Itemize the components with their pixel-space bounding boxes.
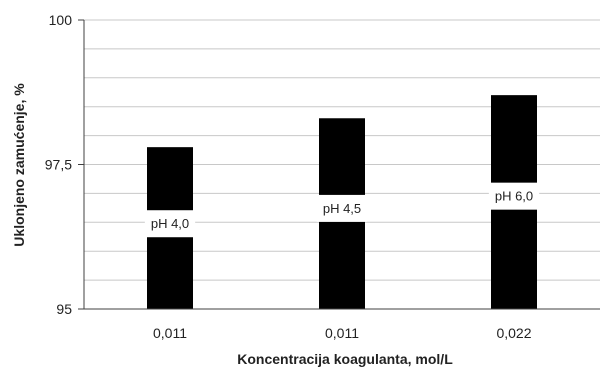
y-tick-label: 95	[56, 301, 72, 317]
x-tick-label: 0,011	[325, 325, 359, 341]
y-tick-label: 100	[49, 12, 73, 28]
data-label-box	[488, 182, 540, 210]
x-tick-label: 0,011	[153, 325, 187, 341]
y-tick-label: 97,5	[45, 157, 72, 173]
axes	[78, 19, 600, 310]
data-label-box	[144, 210, 196, 238]
y-axis-title: Uklonjeno zamućenje, %	[11, 83, 27, 247]
x-tick-labels: 0,011 0,011 0,022	[153, 325, 532, 341]
data-labels: pH 4,0 pH 4,5 pH 6,0	[144, 182, 540, 238]
y-tick-labels: 95 97,5 100	[45, 12, 72, 317]
data-label-box	[316, 194, 368, 222]
x-tick-label: 0,022	[496, 325, 531, 341]
x-axis-title: Koncentracija koagulanta, mol/L	[237, 351, 453, 367]
bar-data-label: pH 4,0	[151, 216, 189, 231]
bar-data-label: pH 4,5	[323, 201, 361, 216]
bar-data-label: pH 6,0	[495, 189, 533, 204]
